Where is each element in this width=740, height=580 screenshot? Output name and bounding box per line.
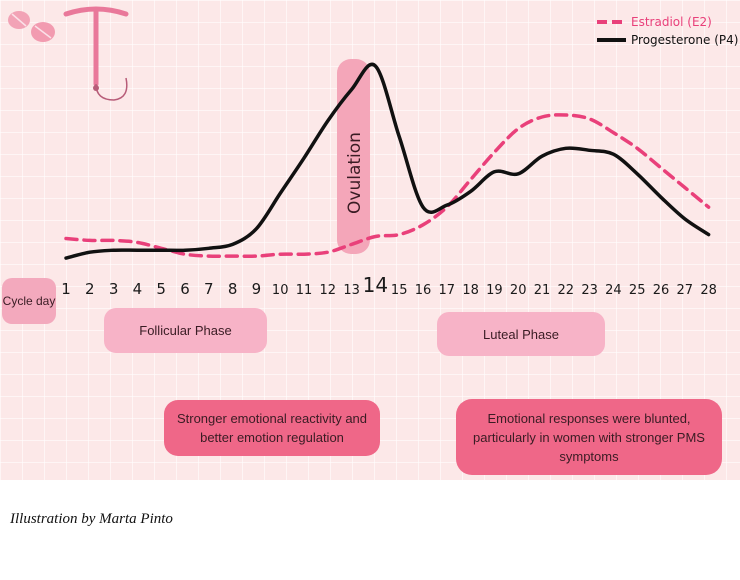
- x-tick-label-6: 6: [180, 280, 190, 298]
- progesterone-point-day-12: [326, 119, 329, 122]
- estradiol-point-day-26: [660, 166, 663, 169]
- x-tick-label-8: 8: [228, 280, 238, 298]
- progesterone-point-day-9: [255, 227, 258, 230]
- legend: Estradiol (E2) Progesterone (P4): [597, 15, 738, 47]
- x-tick-label-14: 14: [363, 273, 388, 297]
- progesterone-point-day-22: [564, 147, 567, 150]
- cycle-day-label: Cycle day: [2, 278, 56, 324]
- legend-label-estradiol: Estradiol (E2): [631, 15, 712, 29]
- estradiol-point-day-2: [88, 239, 91, 242]
- progesterone-point-day-19: [493, 170, 496, 173]
- progesterone-point-day-23: [588, 149, 591, 152]
- estradiol-point-day-12: [326, 251, 329, 254]
- progesterone-point-day-14: [374, 65, 377, 68]
- estradiol-point-day-18: [469, 178, 472, 181]
- x-tick-label-28: 28: [700, 283, 717, 298]
- pill-icon: [8, 11, 55, 42]
- x-tick-label-4: 4: [133, 280, 143, 298]
- x-tick-label-5: 5: [156, 280, 166, 298]
- estradiol-point-day-11: [303, 253, 306, 256]
- legend-label-progesterone: Progesterone (P4): [631, 33, 738, 47]
- progesterone-point-day-7: [207, 247, 210, 250]
- x-tick-label-18: 18: [462, 283, 479, 298]
- x-tick-label-26: 26: [653, 283, 670, 298]
- estradiol-point-day-3: [112, 239, 115, 242]
- estradiol-point-day-1: [65, 237, 68, 240]
- estradiol-point-day-7: [207, 255, 210, 258]
- iud-icon: [63, 6, 129, 101]
- estradiol-point-day-23: [588, 117, 591, 120]
- chart-panel: Ovulation 1 2 3 4 5 6 7 8 9 10 11 12 13 14 15 16 17 18 19 2…: [0, 0, 740, 480]
- x-tick-label-11: 11: [296, 283, 313, 298]
- estradiol-point-day-22: [564, 114, 567, 117]
- x-tick-label-10: 10: [272, 283, 289, 298]
- progesterone-point-day-28: [707, 233, 710, 236]
- progesterone-point-day-2: [88, 251, 91, 254]
- progesterone-point-day-8: [231, 243, 234, 246]
- x-tick-label-7: 7: [204, 280, 214, 298]
- estradiol-point-day-20: [517, 127, 520, 130]
- progesterone-point-day-10: [279, 192, 282, 195]
- progesterone-point-day-17: [445, 204, 448, 207]
- progesterone-point-day-24: [612, 153, 615, 156]
- estradiol-point-day-8: [231, 255, 234, 258]
- estradiol-point-day-28: [707, 206, 710, 209]
- cycle-hormone-chart: Ovulation 1 2 3 4 5 6 7 8 9 10 11 12 13 14 15 16 17 18 19 2…: [8, 6, 738, 298]
- progesterone-point-day-3: [112, 249, 115, 252]
- estradiol-line: [64, 113, 711, 258]
- progesterone-point-day-21: [541, 155, 544, 158]
- x-tick-label-19: 19: [486, 283, 503, 298]
- progesterone-point-day-25: [636, 172, 639, 175]
- estradiol-point-day-9: [255, 255, 258, 258]
- follicular-phase-label: Follicular Phase: [104, 308, 267, 353]
- x-tick-label-25: 25: [629, 283, 646, 298]
- x-tick-label-21: 21: [534, 283, 551, 298]
- estradiol-point-day-6: [184, 253, 187, 256]
- progesterone-point-day-5: [160, 249, 163, 252]
- estradiol-point-day-21: [541, 115, 544, 118]
- follicular-phase-note: Stronger emotional reactivity and better…: [164, 400, 380, 456]
- estradiol-point-day-14: [374, 235, 377, 238]
- progesterone-point-day-20: [517, 172, 520, 175]
- illustration-credit: Illustration by Marta Pinto: [10, 511, 173, 527]
- progesterone-point-day-11: [303, 157, 306, 160]
- x-tick-label-9: 9: [252, 280, 262, 298]
- x-tick-label-23: 23: [581, 283, 598, 298]
- estradiol-point-day-13: [350, 243, 353, 246]
- x-tick-label-24: 24: [605, 283, 622, 298]
- x-tick-label-13: 13: [343, 283, 360, 298]
- x-tick-label-2: 2: [85, 280, 95, 298]
- x-tick-label-16: 16: [415, 283, 432, 298]
- estradiol-point-day-15: [398, 233, 401, 236]
- x-tick-label-12: 12: [320, 283, 337, 298]
- x-tick-label-3: 3: [109, 280, 119, 298]
- estradiol-point-day-27: [683, 186, 686, 189]
- progesterone-point-day-15: [398, 135, 401, 138]
- x-tick-label-17: 17: [439, 283, 456, 298]
- progesterone-point-day-18: [469, 190, 472, 193]
- luteal-phase-note: Emotional responses were blunted, partic…: [456, 399, 722, 475]
- x-tick-label-1: 1: [61, 280, 71, 298]
- progesterone-point-day-16: [422, 206, 425, 209]
- x-tick-label-15: 15: [391, 283, 408, 298]
- estradiol-point-day-19: [493, 151, 496, 154]
- estradiol-point-day-25: [636, 147, 639, 150]
- estradiol-point-day-24: [612, 131, 615, 134]
- progesterone-point-day-6: [184, 249, 187, 252]
- x-tick-label-22: 22: [558, 283, 575, 298]
- x-tick-label-27: 27: [677, 283, 694, 298]
- ovulation-label: Ovulation: [345, 132, 365, 214]
- progesterone-point-day-27: [683, 217, 686, 220]
- estradiol-point-day-16: [422, 223, 425, 226]
- progesterone-point-day-1: [65, 257, 68, 260]
- progesterone-point-day-4: [136, 249, 139, 252]
- progesterone-point-day-26: [660, 196, 663, 199]
- ovulation-band: [337, 59, 370, 254]
- progesterone-point-day-13: [350, 88, 353, 91]
- estradiol-point-day-4: [136, 241, 139, 244]
- progesterone-line: [64, 62, 711, 260]
- estradiol-point-day-10: [279, 253, 282, 256]
- luteal-phase-label: Luteal Phase: [437, 312, 605, 356]
- x-tick-label-20: 20: [510, 283, 527, 298]
